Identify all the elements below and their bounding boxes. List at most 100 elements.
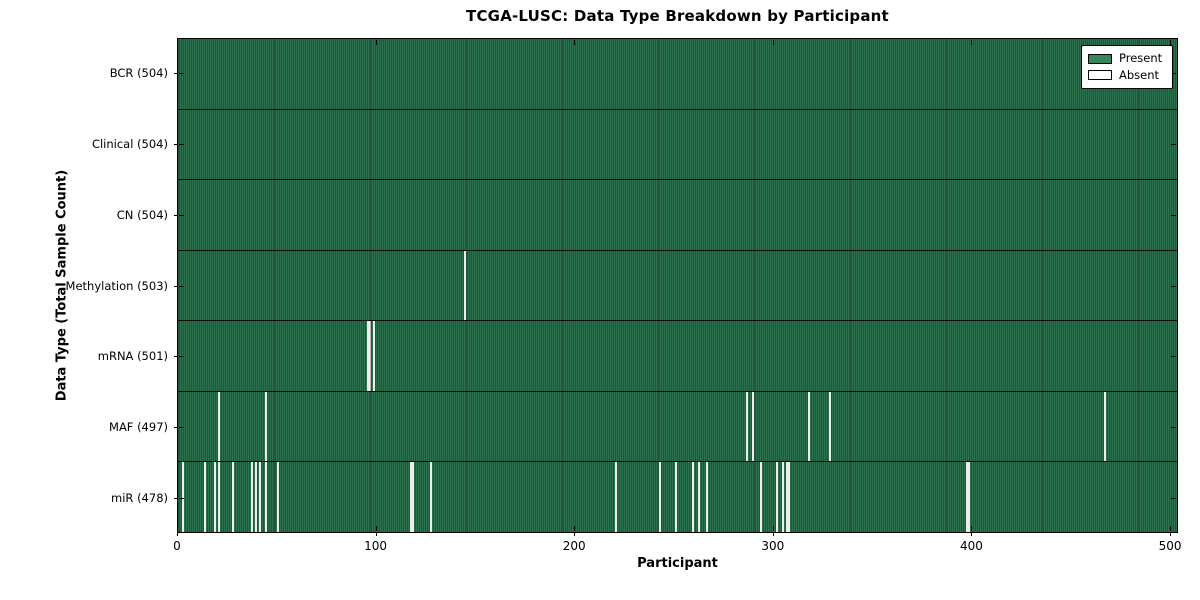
tick-mark [174,73,177,75]
tick-mark [971,533,973,536]
x-tick-label: 400 [959,539,983,553]
absent-mark [785,462,788,533]
absent-mark [366,321,369,391]
tick-mark [179,144,184,146]
tick-mark [1171,426,1176,428]
tick-mark [174,356,177,358]
absent-mark [674,462,677,533]
absent-mark [829,391,832,462]
heatmap-rows [178,39,1177,533]
absent-mark [787,462,790,533]
x-tick-label: 0 [173,539,181,553]
tick-mark [574,533,576,536]
absent-mark [966,462,969,533]
tick-mark [1171,73,1176,75]
tick-mark [1170,526,1172,531]
absent-mark [430,462,433,533]
legend-entry-absent: Absent [1088,67,1166,82]
absent-mark [706,462,709,533]
absent-mark [255,462,258,533]
heatmap-row-mrna [178,321,1177,392]
x-tick-label: 300 [761,539,785,553]
tick-mark [772,526,774,531]
legend-entry-present: Present [1088,51,1166,65]
tick-mark [375,40,377,45]
absent-mark [614,462,617,533]
x-tick-label: 100 [364,539,388,553]
absent-mark [231,462,234,533]
tick-mark [179,497,184,499]
absent-mark [251,462,254,533]
absent-mark [203,462,206,533]
absent-mark [217,462,220,533]
legend-label-present: Present [1119,51,1163,65]
absent-mark [410,462,413,533]
heatmap-row-bcr [178,39,1177,110]
tick-mark [179,285,184,287]
absent-mark [692,462,695,533]
tick-mark [772,533,774,536]
x-tick-label: 500 [1158,539,1182,553]
absent-mark [807,391,810,462]
absent-mark [464,250,466,321]
absent-mark [1103,391,1106,462]
tick-mark [971,526,973,531]
tick-mark [1171,285,1176,287]
absent-mark [781,462,784,533]
absent-mark [265,462,268,533]
absent-mark [698,462,701,533]
tick-mark [174,285,177,287]
x-axis-label: Participant [637,556,718,571]
y-tick-label: MAF (497) [109,419,168,434]
tick-mark [971,40,973,45]
tick-mark [179,214,184,216]
tick-mark [574,40,576,45]
tick-mark [375,533,377,536]
tick-mark [177,533,178,536]
y-tick-label: miR (478) [111,490,168,505]
absent-mark [759,462,762,533]
absent-mark [259,462,262,533]
tick-mark [772,40,774,45]
tick-mark [1171,356,1176,358]
tick-mark [375,526,377,531]
legend: Present Absent [1081,45,1173,89]
tick-mark [1170,40,1172,45]
tick-mark [1171,144,1176,146]
absent-mark [746,391,749,462]
heatmap-row-mir [178,462,1177,533]
tick-mark [174,497,177,499]
tick-mark [179,426,184,428]
absent-mark [412,462,415,533]
absent-mark [213,462,216,533]
present-swatch-icon [1088,53,1112,64]
y-tick-label: CN (504) [116,207,168,222]
legend-label-absent: Absent [1119,67,1160,82]
absent-mark [751,391,754,462]
absent-mark [368,321,371,391]
y-tick-label: Methylation (503) [65,278,168,293]
absent-swatch-icon [1088,70,1112,81]
tick-mark [177,526,178,531]
tick-mark [174,426,177,428]
absent-mark [265,391,268,462]
tick-mark [574,526,576,531]
plot-area [177,38,1178,533]
tick-mark [179,356,184,358]
tick-mark [179,73,184,75]
tick-mark [177,40,178,45]
absent-mark [968,462,971,533]
y-tick-label: mRNA (501) [97,349,168,364]
tick-mark [174,214,177,216]
absent-mark [372,321,375,391]
x-tick-label: 200 [562,539,586,553]
y-tick-label: BCR (504) [109,66,168,81]
y-tick-label: Clinical (504) [91,137,168,152]
chart-title: TCGA-LUSC: Data Type Breakdown by Partic… [466,7,889,25]
tick-mark [1171,497,1176,499]
tick-mark [174,144,177,146]
absent-mark [658,462,661,533]
tick-mark [1171,214,1176,216]
heatmap-row-maf [178,391,1177,463]
